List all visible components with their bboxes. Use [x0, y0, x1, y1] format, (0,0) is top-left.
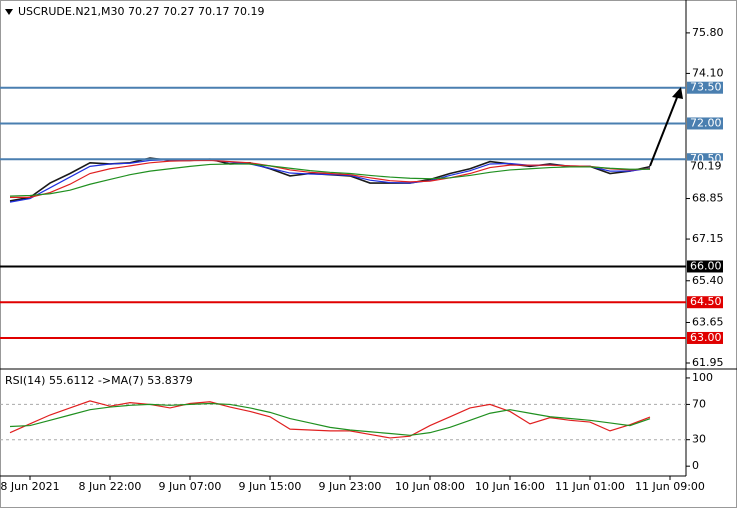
level-label: 64.50	[690, 295, 722, 308]
last-price-label: 70.19	[690, 160, 722, 173]
series-line	[9, 402, 651, 436]
last-price-tag	[687, 160, 723, 173]
y-tick-label: 63.65	[692, 315, 724, 328]
chart-title: USCRUDE.N21,M30 70.27 70.27 70.17 70.19	[18, 5, 265, 18]
x-tick-label: 11 Jun 01:00	[555, 480, 625, 493]
x-tick-label: 8 Jun 22:00	[79, 480, 142, 493]
level-label: 66.00	[690, 259, 722, 272]
level-label: 63.00	[690, 331, 722, 344]
y-tick-label: 74.10	[692, 66, 724, 79]
x-tick-label: 11 Jun 09:00	[635, 480, 705, 493]
level-label: 73.50	[690, 81, 722, 94]
series-line	[10, 159, 651, 198]
dropdown-icon	[5, 9, 13, 15]
arrow	[649, 94, 679, 167]
y-tick-label: 61.95	[692, 356, 724, 369]
x-tick-label: 8 Jun 2021	[0, 480, 59, 493]
level-tag	[687, 331, 723, 344]
y-tick-label: 65.40	[692, 274, 724, 287]
x-tick-label: 9 Jun 07:00	[159, 480, 222, 493]
y-tick-label: 0	[692, 459, 699, 472]
x-tick-label: 9 Jun 15:00	[239, 480, 302, 493]
x-tick-label: 10 Jun 08:00	[395, 480, 465, 493]
series-line	[9, 400, 651, 439]
y-tick-label: 70	[692, 397, 706, 410]
y-tick-label: 100	[692, 371, 713, 384]
plot: 75.80 74.10 68.85 67.15 65.40 63.65 61.95 73.50…	[0, 26, 724, 493]
y-tick-label: 30	[692, 433, 706, 446]
x-tick-label: 9 Jun 23:00	[319, 480, 382, 493]
y-tick-label: 68.85	[692, 192, 724, 205]
level-tag	[687, 260, 723, 273]
series-line	[9, 163, 650, 197]
y-tick-label: 67.15	[692, 232, 724, 245]
rsi-title: RSI(14) 55.6112 ->MA(7) 53.8379	[5, 374, 193, 387]
level-tag	[687, 117, 723, 130]
level-label: 72.00	[690, 116, 722, 129]
level-tag	[687, 81, 723, 94]
level-tag	[687, 296, 723, 309]
x-tick-label: 10 Jun 16:00	[475, 480, 545, 493]
arrow-head	[672, 87, 683, 99]
y-tick-label: 75.80	[692, 26, 724, 39]
